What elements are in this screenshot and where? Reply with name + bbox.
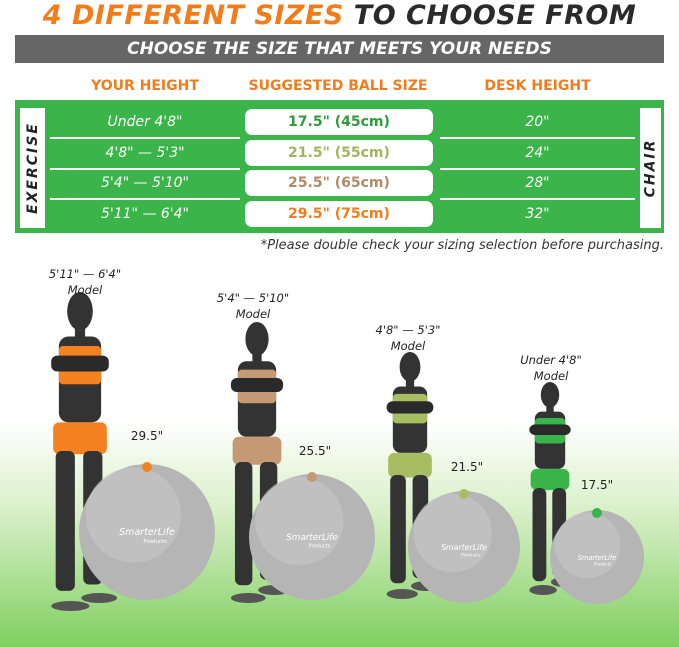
exercise-ball: SmarterLife Products [249, 474, 375, 600]
model-caption: Model [235, 307, 271, 321]
column-header-height: YOUR HEIGHT [91, 78, 199, 94]
model-label: 4'8" — 5'3" Model [376, 322, 441, 354]
model-caption: Model [67, 283, 103, 297]
title-highlight: 4 DIFFERENT SIZES [42, 0, 344, 31]
table-row-ball-size: 17.5" (45cm) [245, 109, 433, 135]
exercise-ball: SmarterLife Products [550, 510, 644, 604]
table-row-desk: 28" [525, 175, 550, 191]
row-divider [50, 168, 240, 170]
row-divider [440, 137, 635, 139]
page-title: 4 DIFFERENT SIZES TO CHOOSE FROM [0, 0, 679, 31]
sizing-note: *Please double check your sizing selecti… [260, 238, 664, 253]
model-height: Under 4'8" [520, 353, 582, 367]
table-row-height: Under 4'8" [107, 114, 183, 130]
table-row-ball-size: 29.5" (75cm) [245, 201, 433, 227]
chair-label: CHAIR [640, 108, 661, 228]
model-height: 4'8" — 5'3" [375, 323, 441, 337]
brand-logo: SmarterLife [578, 554, 617, 562]
subtitle-bar: CHOOSE THE SIZE THAT MEETS YOUR NEEDS [15, 35, 664, 63]
table-row-height: 5'4" — 5'10" [100, 175, 189, 191]
ball-size-label: 17.5" [580, 478, 614, 492]
column-header-desk: DESK HEIGHT [484, 78, 591, 94]
model-label: Under 4'8" Model [520, 352, 582, 384]
brand-logo: SmarterLife [286, 533, 338, 543]
brand-logo: SmarterLife [119, 527, 175, 538]
brand-logo: SmarterLife [441, 543, 487, 552]
title-rest: TO CHOOSE FROM [353, 0, 637, 31]
model-height: 5'4" — 5'10" [216, 291, 290, 305]
row-divider [440, 168, 635, 170]
row-divider [440, 198, 635, 200]
ball-size-label: 29.5" [130, 429, 164, 443]
table-row-height: 5'11" — 6'4" [100, 206, 189, 222]
model-caption: Model [390, 339, 426, 353]
table-row-desk: 32" [525, 206, 550, 222]
brand-logo-sub: Products [309, 544, 331, 550]
model-label: 5'11" — 6'4" Model [49, 266, 121, 298]
model-label: 5'4" — 5'10" Model [217, 290, 289, 322]
column-header-ball: SUGGESTED BALL SIZE [248, 78, 428, 94]
exercise-ball: SmarterLife Products [79, 464, 215, 600]
ball-size-marker [459, 489, 469, 499]
ball-size-label: 21.5" [450, 460, 484, 474]
exercise-ball: SmarterLife Products [408, 491, 520, 603]
model-height: 5'11" — 6'4" [48, 267, 122, 281]
row-divider [50, 198, 240, 200]
table-row-height: 4'8" — 5'3" [105, 145, 185, 161]
table-row-ball-size: 21.5" (55cm) [245, 140, 433, 166]
brand-logo-sub: Products [461, 553, 481, 559]
brand-logo-sub: Products [594, 562, 611, 567]
ball-size-marker [142, 462, 152, 472]
model-caption: Model [533, 369, 569, 383]
ball-size-marker [592, 508, 602, 518]
table-row-ball-size: 25.5" (65cm) [245, 170, 433, 196]
ball-size-marker [307, 472, 317, 482]
exercise-label: EXERCISE [20, 108, 45, 228]
row-divider [50, 137, 240, 139]
table-row-desk: 24" [525, 145, 550, 161]
table-row-desk: 20" [525, 114, 550, 130]
ball-size-label: 25.5" [298, 444, 332, 458]
brand-logo-sub: Products [143, 539, 167, 545]
